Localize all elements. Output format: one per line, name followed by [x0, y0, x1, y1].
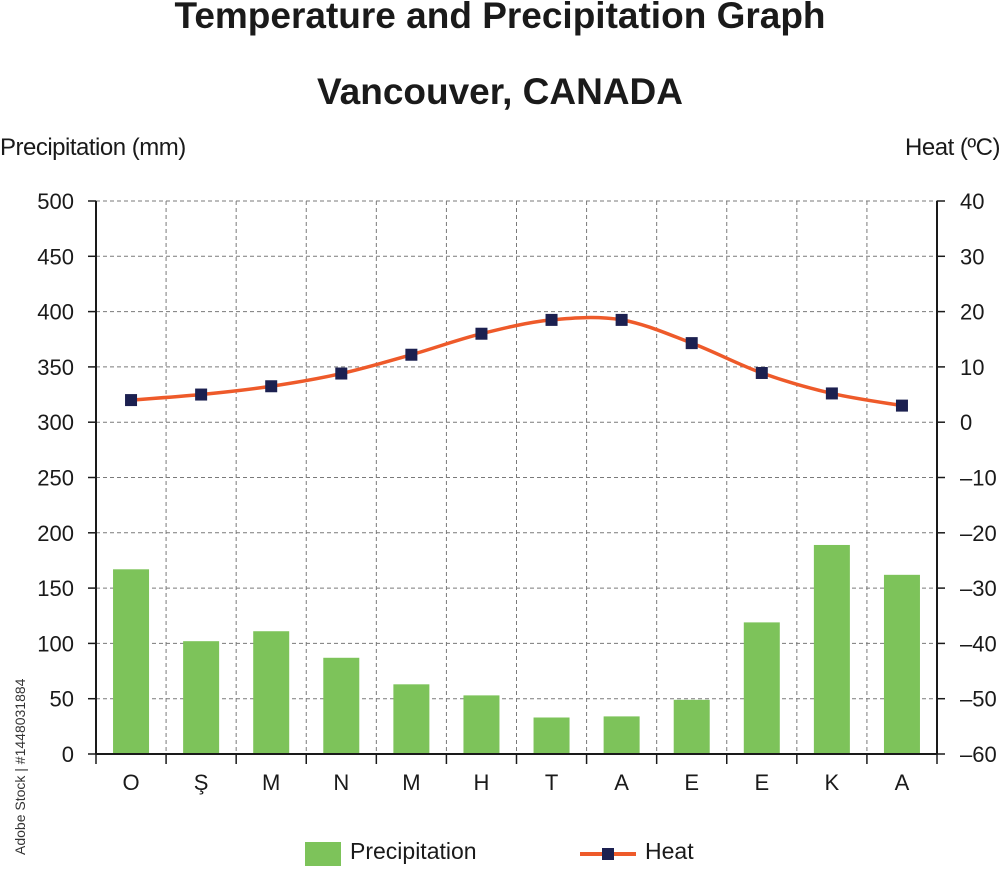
category-label: E [754, 770, 769, 795]
left-tick-label: 350 [37, 355, 74, 380]
heat-marker [895, 399, 908, 412]
category-label: T [545, 770, 558, 795]
right-tick-label: –50 [960, 687, 997, 712]
category-label: O [122, 770, 139, 795]
left-tick-label: 400 [37, 300, 74, 325]
heat-marker [825, 387, 838, 400]
category-label: Ş [194, 770, 209, 795]
precipitation-bar [743, 622, 780, 754]
heat-marker [615, 313, 628, 326]
precipitation-bar [323, 657, 360, 754]
right-tick-label: –60 [960, 742, 997, 767]
precipitation-bar [673, 699, 710, 754]
heat-marker [195, 388, 208, 401]
legend-precipitation-label: Precipitation [350, 838, 477, 864]
chart-subtitle: Vancouver, CANADA [317, 71, 683, 112]
left-tick-label: 50 [50, 687, 74, 712]
category-label: M [262, 770, 280, 795]
precipitation-bar [183, 641, 220, 754]
left-tick-label: 250 [37, 466, 74, 491]
precipitation-bar [393, 684, 430, 754]
precipitation-bar [463, 695, 500, 754]
heat-marker [265, 380, 278, 393]
heat-marker [545, 313, 558, 326]
category-label: A [895, 770, 910, 795]
precipitation-bar [813, 544, 850, 754]
right-tick-label: 40 [960, 189, 984, 214]
left-tick-label: 0 [62, 742, 74, 767]
legend-heat-label: Heat [645, 838, 694, 864]
legend-heat-swatch [580, 848, 636, 860]
category-label: H [474, 770, 490, 795]
category-label: M [402, 770, 420, 795]
left-tick-label: 100 [37, 631, 74, 656]
heat-marker [405, 348, 418, 361]
chart-title: Temperature and Precipitation Graph [174, 0, 826, 36]
left-tick-label: 500 [37, 189, 74, 214]
heat-marker [335, 367, 348, 380]
precipitation-bar [113, 569, 150, 754]
precipitation-bar [253, 631, 290, 754]
category-label: E [684, 770, 699, 795]
category-label: A [614, 770, 629, 795]
right-tick-label: 30 [960, 244, 984, 269]
heat-line [130, 315, 903, 408]
right-tick-label: –10 [960, 466, 997, 491]
legend-precipitation-swatch [305, 842, 341, 866]
right-tick-label: 20 [960, 300, 984, 325]
right-axis-title: Heat (ºC) [905, 134, 1000, 161]
heat-marker [125, 394, 138, 407]
right-tick-label: –40 [960, 631, 997, 656]
heat-marker [685, 337, 698, 350]
left-tick-label: 200 [37, 521, 74, 546]
left-axis-title: Precipitation (mm) [0, 134, 186, 161]
precipitation-bar [603, 716, 640, 754]
category-label: N [333, 770, 349, 795]
right-tick-label: 0 [960, 410, 972, 435]
left-tick-label: 300 [37, 410, 74, 435]
left-tick-label: 450 [37, 244, 74, 269]
heat-marker [475, 327, 488, 340]
heat-marker [755, 366, 768, 379]
right-tick-label: –30 [960, 576, 997, 601]
left-tick-label: 150 [37, 576, 74, 601]
category-label: K [825, 770, 840, 795]
precipitation-bar [533, 717, 570, 754]
right-tick-label: –20 [960, 521, 997, 546]
right-tick-label: 10 [960, 355, 984, 380]
precipitation-bar [883, 574, 920, 754]
